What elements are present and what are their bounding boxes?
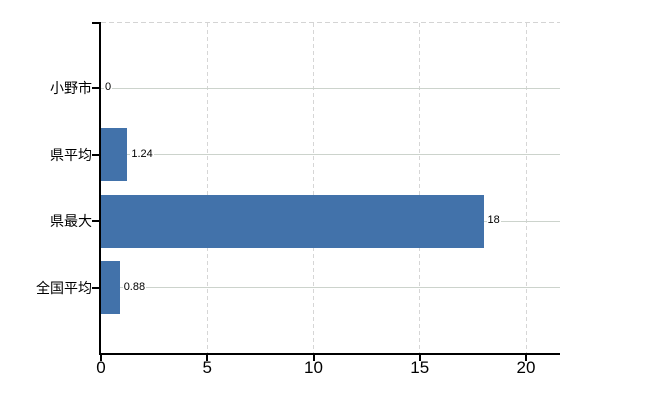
value-label: 18 bbox=[486, 213, 501, 229]
x-axis-tick bbox=[206, 355, 209, 361]
bar bbox=[101, 128, 128, 182]
vertical-gridline bbox=[313, 23, 314, 353]
x-axis-tick bbox=[100, 355, 102, 361]
x-tick-label: 15 bbox=[410, 358, 430, 377]
category-label: 県最大 bbox=[50, 213, 92, 230]
y-axis-top-tick bbox=[92, 22, 99, 24]
x-tick-label: 20 bbox=[516, 358, 536, 377]
y-axis-line bbox=[99, 22, 101, 355]
value-label: 0 bbox=[104, 80, 113, 96]
x-axis-tick bbox=[525, 355, 527, 361]
y-axis-tick bbox=[92, 87, 99, 90]
value-label: 1.24 bbox=[130, 146, 154, 162]
category-gridline bbox=[101, 154, 560, 156]
x-tick-label: 5 bbox=[202, 358, 212, 377]
plot-top-border bbox=[101, 22, 560, 23]
category-gridline bbox=[101, 287, 560, 289]
value-label: 0.88 bbox=[122, 279, 147, 295]
bar bbox=[101, 261, 120, 315]
x-tick-label: 10 bbox=[304, 358, 323, 377]
category-label: 小野市 bbox=[50, 80, 92, 97]
y-axis-tick bbox=[92, 220, 99, 223]
x-axis-tick bbox=[418, 355, 421, 361]
vertical-gridline bbox=[525, 23, 527, 353]
x-axis-line bbox=[99, 353, 560, 355]
category-label: 全国平均 bbox=[36, 279, 92, 296]
x-tick-label: 0 bbox=[96, 358, 106, 377]
y-axis-tick bbox=[92, 153, 99, 156]
x-axis-tick bbox=[312, 355, 315, 361]
category-gridline bbox=[101, 87, 560, 89]
category-label: 県平均 bbox=[50, 146, 92, 163]
bar bbox=[101, 194, 484, 248]
vertical-gridline bbox=[206, 23, 208, 353]
y-axis-tick bbox=[92, 286, 99, 289]
vertical-gridline bbox=[419, 23, 421, 353]
